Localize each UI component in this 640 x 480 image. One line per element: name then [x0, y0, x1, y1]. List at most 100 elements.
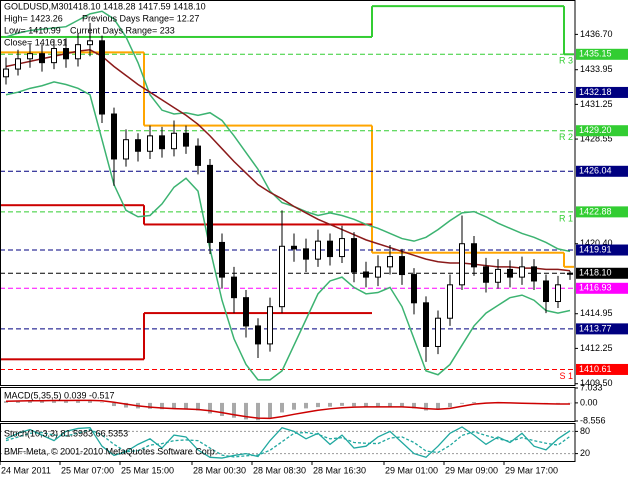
level-value: 1435.15 [579, 49, 612, 59]
macd-bar [268, 402, 272, 418]
panel-frame [0, 0, 576, 386]
level-value: 1422.88 [579, 206, 612, 216]
macd-bar [196, 402, 200, 411]
candle-body [519, 266, 525, 278]
candle-body [123, 139, 129, 160]
level-label: 1419.91 [576, 244, 628, 256]
macd-bar [292, 402, 296, 410]
macd-bar [64, 400, 68, 403]
level-value: 1416.93 [579, 283, 612, 293]
macd-bar [352, 402, 356, 407]
macd-bar [568, 402, 572, 404]
level-label-box [576, 86, 628, 98]
candle-body [171, 132, 177, 150]
level-label: 1416.93 [576, 283, 628, 294]
current-range: Current Days Range= 233 [70, 25, 175, 35]
macd-bar [124, 402, 128, 408]
macd-bar [244, 402, 248, 420]
candle-body [351, 238, 357, 273]
candle-body [27, 53, 33, 60]
candle-body [327, 240, 333, 258]
macd-bar [16, 400, 20, 403]
macd-bar [148, 402, 152, 409]
candle-body [147, 135, 153, 152]
candle-body [39, 53, 45, 64]
macd-bar [376, 402, 380, 408]
candle-body [159, 135, 165, 150]
macd-bar [76, 400, 80, 403]
level-value: 1419.91 [579, 244, 612, 254]
level-value: 1413.77 [579, 323, 612, 333]
macd-bar [4, 401, 8, 403]
stoch-line [5, 426, 571, 459]
candle-body [495, 268, 501, 283]
macd-bar [340, 402, 344, 406]
indicator-line [5, 81, 571, 381]
candle-body [387, 256, 393, 268]
macd-bar [88, 399, 92, 403]
plot-layer [0, 0, 578, 465]
candle-body [207, 164, 213, 243]
x-tick-label: 28 Mar 08:30 [253, 465, 306, 475]
macd-bar [112, 402, 116, 407]
level-name: R 3 [559, 56, 573, 66]
y-tick-label: 1420.40 [580, 238, 613, 248]
level-label-box [576, 48, 628, 60]
macd-bar [40, 400, 44, 403]
level-value: 1410.61 [579, 364, 612, 374]
candle-body [315, 240, 321, 260]
level-name: R 2 [559, 132, 573, 142]
candle-body [447, 284, 453, 319]
macd-bar [472, 402, 476, 403]
x-tick-label: 25 Mar 15:00 [121, 465, 174, 475]
stoch-line [5, 428, 571, 458]
macd-bar [436, 402, 440, 410]
candle-body [459, 243, 465, 286]
macd-bar [280, 402, 284, 413]
panel-plot [4, 399, 572, 421]
x-tick-label: 29 Mar 17:00 [505, 465, 558, 475]
candle-body [411, 274, 417, 304]
candle-body [567, 272, 573, 275]
macd-bar [400, 402, 404, 408]
candle-body [507, 268, 513, 278]
level-label: 1418.10 [576, 268, 628, 279]
level-label-box [576, 206, 628, 218]
candle-body [339, 238, 345, 258]
x-tick-label: 29 Mar 01:00 [385, 465, 438, 475]
candle-body [375, 266, 381, 278]
y-tick-label: 80 [580, 426, 590, 436]
candle-body [243, 297, 249, 327]
candle-body [543, 280, 549, 303]
candle-body [183, 132, 189, 147]
candle-body [87, 40, 93, 46]
panel-title: Stoch(10,3,3) 81.5983 66.5353 [4, 428, 128, 438]
level-label-box [576, 323, 628, 335]
macd-bar [328, 402, 332, 407]
macd-bar [220, 402, 224, 417]
candle-body [555, 284, 561, 303]
level-label: 1429.20 [576, 125, 628, 137]
macd-bar [388, 402, 392, 407]
x-tick-label: 28 Mar 00:30 [193, 465, 246, 475]
y-tick-label: 1433.95 [580, 64, 613, 74]
level-label: 1422.88 [576, 206, 628, 218]
candle-body [279, 245, 285, 308]
level-label: 1413.77 [576, 323, 628, 335]
macd-bar [208, 402, 212, 414]
candle-body [399, 256, 405, 276]
x-tick-label: 28 Mar 16:30 [313, 465, 366, 475]
macd-bar [184, 402, 188, 410]
macd-bar [556, 402, 560, 404]
candle-body [363, 271, 369, 278]
level-name: S 1 [559, 371, 573, 381]
candle-body [231, 276, 237, 299]
level-label-box [576, 244, 628, 256]
level-label: 1426.04 [576, 166, 628, 177]
macd-bar [316, 402, 320, 408]
day-close: Close= 1416.91 [4, 37, 67, 47]
macd-bar [100, 402, 104, 403]
day-high: High= 1423.26 [4, 13, 63, 23]
